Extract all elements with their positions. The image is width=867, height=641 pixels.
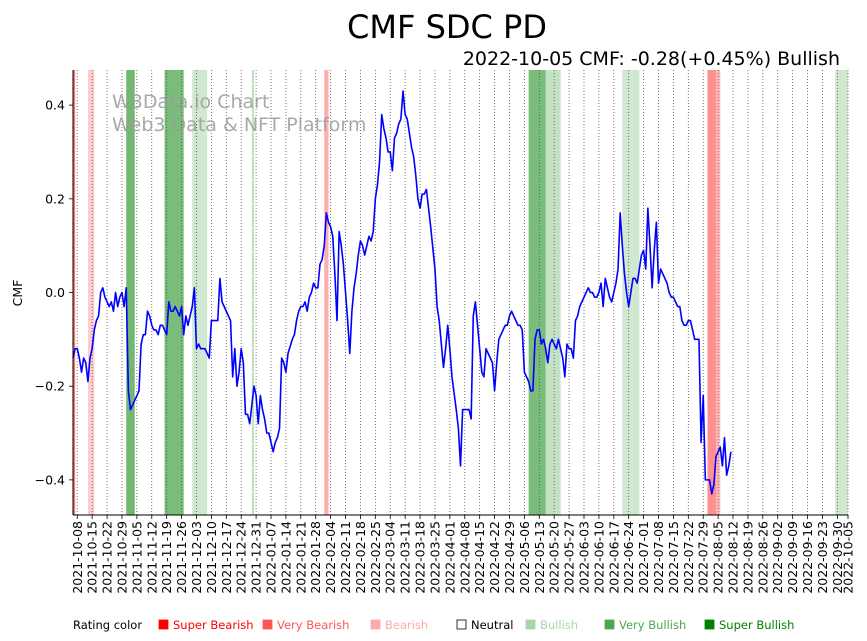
- y-ticks: −0.4 −0.2 0.0 0.2 0.4: [35, 98, 73, 487]
- legend-label-0: Super Bearish: [173, 618, 254, 632]
- x-tick-label-41: 2022-07-22: [681, 521, 696, 594]
- legend-label-4: Bullish: [540, 618, 578, 632]
- x-tick-label-26: 2022-04-08: [457, 521, 472, 594]
- x-tick-label-44: 2022-08-12: [726, 521, 741, 594]
- x-tick-label-24: 2022-03-25: [427, 521, 442, 594]
- y-axis-label: CMF: [10, 280, 25, 307]
- legend-swatch-4: [525, 619, 536, 630]
- rating-band-1: [87, 70, 95, 515]
- rating-band-12: [835, 70, 848, 515]
- x-tick-label-25: 2022-04-01: [442, 521, 457, 594]
- rating-band-4: [192, 70, 208, 515]
- x-tick-label-23: 2022-03-18: [413, 521, 428, 594]
- x-tick-label-9: 2021-12-10: [204, 521, 219, 594]
- x-tick-label-14: 2022-01-14: [278, 521, 293, 594]
- x-tick-label-35: 2022-06-10: [591, 521, 606, 594]
- legend-swatch-5: [604, 619, 615, 630]
- x-tick-label-22: 2022-03-11: [398, 521, 413, 594]
- x-tick-label-34: 2022-06-03: [576, 521, 591, 594]
- x-tick-label-8: 2021-12-03: [189, 521, 204, 594]
- rating-band-5: [251, 70, 254, 515]
- x-tick-label-4: 2021-11-05: [129, 521, 144, 594]
- y-tick-label-4: 0.4: [45, 98, 65, 113]
- rating-band-3: [164, 70, 184, 515]
- legend-title: Rating color: [73, 618, 142, 632]
- x-tick-label-48: 2022-09-09: [785, 521, 800, 594]
- x-tick-label-3: 2021-10-29: [114, 521, 129, 594]
- rating-band-0: [73, 70, 76, 515]
- x-tick-label-11: 2021-12-24: [234, 521, 249, 594]
- rating-band-7: [528, 70, 546, 515]
- rating-bands: [73, 70, 848, 515]
- x-tick-label-50: 2022-09-23: [815, 521, 830, 594]
- x-tick-label-39: 2022-07-08: [651, 521, 666, 594]
- legend-label-1: Very Bearish: [277, 618, 349, 632]
- x-tick-label-46: 2022-08-26: [755, 521, 770, 594]
- x-tick-label-16: 2022-01-28: [308, 521, 323, 594]
- legend-swatch-0: [158, 619, 169, 630]
- x-tick-label-13: 2022-01-07: [264, 521, 279, 594]
- x-tick-label-32: 2022-05-20: [547, 521, 562, 594]
- legend-label-2: Bearish: [385, 618, 428, 632]
- rating-band-8: [545, 70, 561, 515]
- y-tick-label-2: 0.0: [45, 285, 65, 300]
- x-tick-label-49: 2022-09-16: [800, 521, 815, 594]
- chart-title: CMF SDC PD: [347, 8, 547, 46]
- x-tick-label-40: 2022-07-15: [666, 521, 681, 594]
- watermark-line-1: W3Data.io Chart: [112, 91, 269, 113]
- x-tick-label-52: 2022-10-05: [841, 521, 856, 594]
- watermark-line-2: Web3 Data & NFT Platform: [112, 114, 366, 136]
- legend-swatch-2: [370, 619, 381, 630]
- cmf-series-line: [72, 90, 732, 495]
- x-tick-label-28: 2022-04-22: [487, 521, 502, 594]
- y-tick-label-3: 0.2: [45, 191, 65, 206]
- x-tick-label-2: 2021-10-22: [100, 521, 115, 594]
- x-tick-label-43: 2022-08-05: [711, 521, 726, 594]
- x-tick-label-10: 2021-12-17: [219, 521, 234, 594]
- legend-swatch-3: [456, 619, 467, 630]
- x-tick-label-7: 2021-11-26: [174, 521, 189, 594]
- x-tick-label-29: 2022-04-29: [502, 521, 517, 594]
- x-tick-label-12: 2021-12-31: [249, 521, 264, 594]
- x-tick-label-0: 2021-10-08: [70, 521, 85, 594]
- y-tick-label-1: −0.2: [35, 379, 65, 394]
- x-tick-label-1: 2021-10-15: [85, 521, 100, 594]
- legend: Rating color Super Bearish Very Bearish Be…: [73, 618, 794, 632]
- x-tick-label-19: 2022-02-18: [353, 521, 368, 594]
- x-tick-label-20: 2022-02-25: [368, 521, 383, 594]
- rating-band-2: [126, 70, 135, 515]
- rating-band-6: [324, 70, 329, 515]
- x-tick-label-30: 2022-05-06: [517, 521, 532, 594]
- x-tick-label-33: 2022-05-27: [562, 521, 577, 594]
- x-tick-label-36: 2022-06-17: [606, 521, 621, 594]
- x-tick-label-51: 2022-09-30: [830, 521, 845, 594]
- x-tick-label-21: 2022-03-04: [383, 521, 398, 594]
- x-tick-label-47: 2022-09-02: [770, 521, 785, 594]
- x-tick-label-45: 2022-08-19: [740, 521, 755, 594]
- x-tick-label-17: 2022-02-04: [323, 521, 338, 594]
- legend-label-3: Neutral: [471, 618, 513, 632]
- legend-swatch-1: [262, 619, 273, 630]
- x-tick-label-5: 2021-11-12: [144, 521, 159, 594]
- legend-swatch-6: [704, 619, 715, 630]
- x-ticks: 2021-10-08 2021-10-15 2021-10-22 2021-10-29…: [70, 515, 856, 594]
- rating-band-10: [707, 70, 716, 515]
- x-tick-label-27: 2022-04-15: [472, 521, 487, 594]
- x-tick-label-31: 2022-05-13: [532, 521, 547, 594]
- x-tick-label-18: 2022-02-11: [338, 521, 353, 594]
- chart-subtitle: 2022-10-05 CMF: -0.28(+0.45%) Bullish: [463, 48, 840, 70]
- watermark: W3Data.io Chart Web3 Data & NFT Platform: [112, 91, 366, 136]
- x-tick-label-38: 2022-07-01: [636, 521, 651, 594]
- y-tick-label-0: −0.4: [35, 472, 65, 487]
- x-tick-label-42: 2022-07-29: [696, 521, 711, 594]
- x-tick-label-15: 2022-01-21: [293, 521, 308, 594]
- x-tick-label-37: 2022-06-24: [621, 521, 636, 594]
- x-tick-label-6: 2021-11-19: [159, 521, 174, 594]
- legend-label-5: Very Bullish: [619, 618, 686, 632]
- legend-label-6: Super Bullish: [719, 618, 794, 632]
